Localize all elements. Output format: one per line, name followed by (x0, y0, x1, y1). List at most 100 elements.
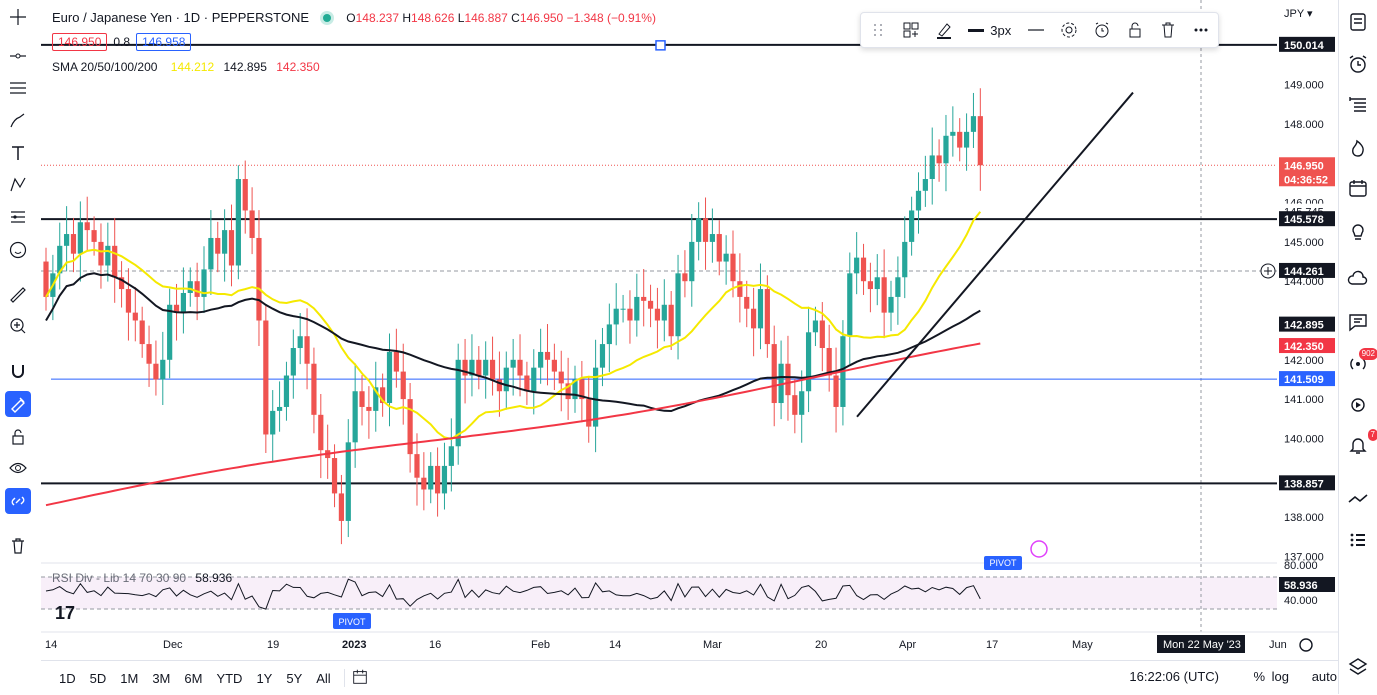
candle-body (208, 237, 214, 270)
range-5d[interactable]: 5D (89, 670, 107, 686)
link-icon[interactable] (5, 488, 31, 514)
rsi-legend[interactable]: RSI Div - Lib 14 70 30 90 58.936 (52, 571, 232, 585)
currency-selector[interactable]: JPY ▾ (1284, 8, 1313, 20)
chat-icon[interactable] (1346, 310, 1370, 334)
price-label-line: 138.857 (1279, 475, 1335, 491)
candle-body (153, 363, 159, 380)
price-label-text: 04:36:52 (1284, 174, 1328, 186)
candle-body (922, 179, 928, 191)
emoji-icon[interactable] (5, 237, 31, 263)
ruler-icon[interactable] (5, 282, 31, 308)
candle-body (98, 241, 104, 266)
candle-body (606, 324, 612, 345)
line-width-selector[interactable]: 3px (960, 23, 1019, 38)
lock-icon[interactable] (5, 424, 31, 450)
percent-toggle[interactable]: % (1253, 669, 1265, 684)
candle-body (441, 465, 448, 494)
broadcast-icon[interactable]: 902 (1346, 348, 1377, 376)
date-range-icon[interactable] (351, 668, 371, 688)
range-1y[interactable]: 1Y (256, 670, 273, 686)
delete-icon[interactable] (1152, 13, 1185, 47)
log-toggle[interactable]: log (1271, 669, 1289, 684)
crosshair-icon[interactable] (5, 4, 31, 30)
template-icon[interactable] (894, 13, 927, 47)
candle-body (654, 308, 661, 321)
candle-body (538, 351, 544, 368)
buy-button[interactable]: 146.958 (136, 33, 192, 51)
more-icon[interactable] (1185, 13, 1218, 47)
candle-body (380, 387, 386, 404)
layers-icon[interactable] (1346, 655, 1370, 679)
candle-body (723, 253, 729, 262)
alert-add-icon[interactable] (1085, 13, 1118, 47)
candle-body (132, 312, 138, 321)
x-tick-label: 2023 (342, 639, 366, 651)
candle-body (290, 348, 296, 376)
alarm-clock-icon[interactable] (1346, 52, 1370, 76)
line-style-icon[interactable] (1019, 13, 1052, 47)
market-open-icon (322, 14, 331, 22)
magnet-icon[interactable] (5, 358, 31, 384)
notifications-bell-icon[interactable]: 7 (1346, 429, 1377, 457)
candle-body (118, 277, 125, 290)
candle-body (173, 304, 180, 313)
data-window-icon[interactable] (1346, 93, 1370, 117)
unlock-icon[interactable] (1118, 13, 1151, 47)
eye-icon[interactable] (5, 455, 31, 481)
range-ytd[interactable]: YTD (216, 670, 243, 686)
range-all[interactable]: All (316, 670, 331, 686)
candle-body (847, 273, 853, 337)
range-1m[interactable]: 1M (120, 670, 139, 686)
sell-button[interactable]: 146.950 (52, 33, 108, 51)
price-label-last: 146.950 (1279, 157, 1335, 173)
watchlist-icon[interactable] (1346, 10, 1370, 34)
pattern-icon[interactable] (5, 172, 31, 198)
x-tick-label: Jun (1269, 639, 1287, 651)
range-3m[interactable]: 3M (152, 670, 171, 686)
candle-body (201, 269, 207, 297)
trash-icon[interactable] (5, 533, 31, 559)
prediction-icon[interactable] (5, 204, 31, 230)
candle-body (469, 359, 475, 376)
text-icon[interactable] (5, 140, 31, 166)
chart-area[interactable]: PIVOT PIVOT 17 149.000 148.000 146.000 145.000… (41, 0, 1339, 694)
candle-body (799, 391, 805, 415)
play-icon[interactable] (1346, 393, 1370, 417)
zoom-in-icon[interactable] (5, 313, 31, 339)
y-tick-label: 144.000 (1284, 276, 1324, 288)
date-label-text: Mon 22 May '23 (1163, 639, 1241, 651)
price-chart[interactable]: PIVOTPIVOT17149.000148.000146.000145.000… (41, 0, 1339, 694)
candle-body (929, 155, 935, 180)
price-label-box (1279, 475, 1335, 491)
range-5y[interactable]: 5Y (286, 670, 303, 686)
sma20-value: 144.212 (170, 60, 215, 74)
price-label-text: 142.350 (1284, 341, 1324, 353)
hotlist-fire-icon[interactable] (1346, 136, 1370, 160)
sma100-value: 142.350 (276, 60, 320, 74)
lock-drawing-icon[interactable] (5, 391, 31, 417)
candle-body (215, 237, 221, 254)
trend-line-icon[interactable] (5, 43, 31, 69)
rsi-value: 58.936 (195, 571, 233, 585)
fib-icon[interactable] (5, 75, 31, 101)
dom-icon[interactable] (1346, 528, 1370, 552)
ideas-bulb-icon[interactable] (1346, 219, 1370, 243)
candle-body (950, 131, 956, 136)
candle-body (318, 414, 324, 451)
line-color-icon[interactable] (927, 13, 960, 47)
range-6m[interactable]: 6M (184, 670, 203, 686)
streams-icon[interactable] (1346, 268, 1370, 292)
price-label-text: 145.578 (1284, 214, 1324, 226)
sma-legend[interactable]: SMA 20/50/100/200 144.212 142.895 142.35… (52, 60, 320, 74)
brush-icon[interactable] (5, 108, 31, 134)
auto-toggle[interactable]: auto (1311, 669, 1337, 684)
range-1d[interactable]: 1D (59, 670, 76, 686)
calendar-icon[interactable] (1346, 176, 1370, 200)
candle-body (64, 234, 70, 246)
trading-panel-icon[interactable] (1346, 487, 1370, 511)
settings-gear-icon[interactable] (1052, 13, 1085, 47)
drag-handle-icon[interactable] (861, 13, 894, 47)
sma100-line (45, 342, 981, 507)
clock[interactable]: 16:22:06 (UTC) (1129, 669, 1219, 684)
rsi-title: RSI Div - Lib 14 70 30 90 (52, 571, 187, 585)
